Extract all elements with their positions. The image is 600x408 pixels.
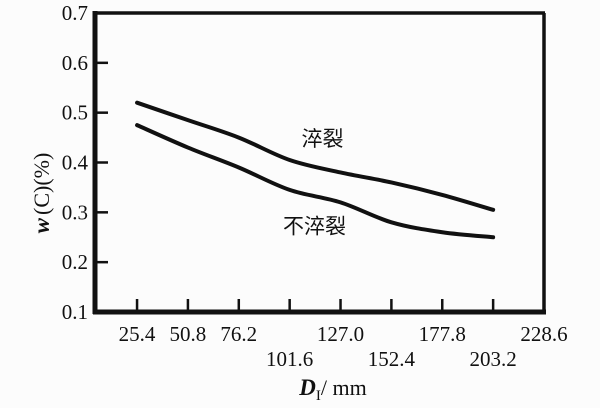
x-tick-label: 177.8 xyxy=(419,322,466,346)
x-tick-label: 50.8 xyxy=(170,322,207,346)
curve-no-quench-crack xyxy=(135,123,496,240)
curve-quench-crack xyxy=(135,100,496,212)
x-tick-label: 101.6 xyxy=(266,347,313,371)
x-tick-label: 127.0 xyxy=(317,322,364,346)
y-tick-label: 0.7 xyxy=(62,1,88,25)
plot-frame xyxy=(92,11,546,315)
y-axis-label: w (C)(%) xyxy=(29,153,54,234)
y-tick-label: 0.1 xyxy=(62,300,88,324)
x-axis-unit: / mm xyxy=(321,375,367,400)
y-axis-symbol: w xyxy=(29,217,54,233)
x-axis-subscript: I xyxy=(316,388,321,404)
axis-tick-labels: 0.7 0.6 0.5 0.4 0.3 0.2 0.1 25.4 50.8 76.2 101.612… xyxy=(62,1,568,371)
data-curves xyxy=(135,100,496,240)
y-tick-label: 0.3 xyxy=(62,200,88,224)
x-tick-label: 203.2 xyxy=(470,347,517,371)
x-axis-label: DI/ mm xyxy=(298,375,366,404)
y-tick-label: 0.2 xyxy=(62,250,88,274)
x-tick-label: 25.4 xyxy=(119,322,156,346)
x-tick-label: 76.2 xyxy=(220,322,257,346)
x-axis-symbol: D xyxy=(298,375,316,400)
curve-annotation: 淬裂 xyxy=(302,127,344,151)
y-tick-label: 0.6 xyxy=(62,51,88,75)
y-axis-suffix: (C)(%) xyxy=(29,153,54,215)
x-tick-label: 228.6 xyxy=(520,322,567,346)
x-tick-label: 152.4 xyxy=(368,347,416,371)
curve-annotation: 不淬裂 xyxy=(283,214,346,238)
axis-ticks xyxy=(97,61,495,314)
y-tick-label: 0.4 xyxy=(62,151,89,175)
y-tick-label: 0.5 xyxy=(62,101,88,125)
